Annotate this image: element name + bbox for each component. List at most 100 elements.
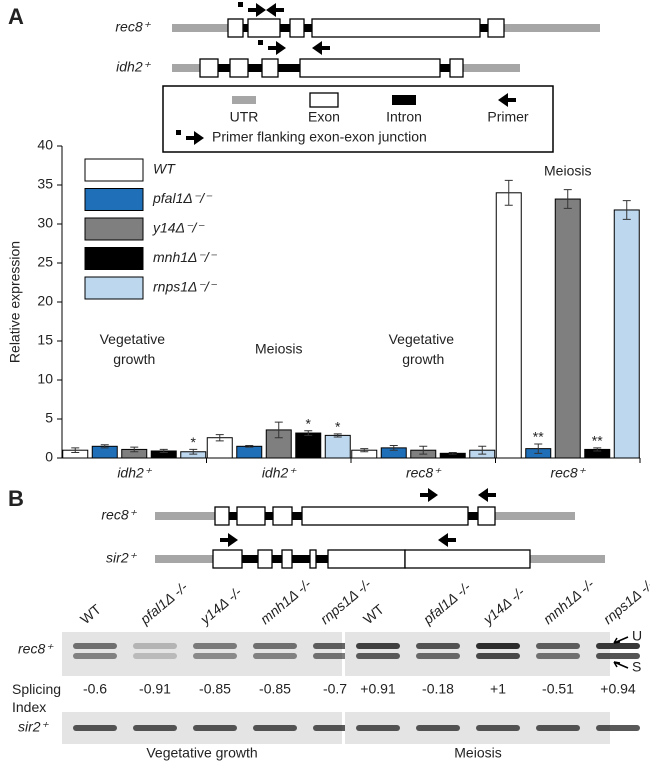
annotation: Vegetative growth	[100, 331, 169, 367]
error-bar	[360, 448, 369, 453]
legend-label: rnps1Δ⁻/⁻	[153, 279, 218, 295]
significance: **	[592, 433, 603, 449]
intron	[392, 95, 416, 105]
legend-swatch	[84, 217, 144, 241]
error-bar	[419, 445, 428, 455]
band-label: S	[632, 659, 641, 675]
intron	[265, 512, 273, 520]
exon	[229, 58, 249, 78]
exon	[309, 549, 317, 569]
primer	[438, 533, 456, 547]
gene-label: sir2⁺	[106, 550, 138, 566]
band-arrow	[613, 636, 629, 644]
intron	[243, 24, 248, 32]
intron	[280, 24, 290, 32]
annotation: Meiosis	[544, 163, 591, 179]
y-tick-label: 30	[37, 215, 53, 231]
error-bar	[622, 200, 631, 220]
exon	[272, 506, 293, 526]
y-tick-label: 0	[45, 449, 53, 465]
intron	[480, 24, 488, 32]
lane-label: y14Δ -/-	[479, 583, 528, 627]
error-bar	[304, 430, 313, 436]
legend-label: WT	[153, 161, 176, 177]
significance: *	[306, 415, 312, 431]
gel-band	[193, 653, 237, 659]
error-bar	[448, 452, 457, 455]
gel-band	[73, 725, 117, 731]
gel-band	[73, 643, 117, 649]
exon	[301, 506, 469, 526]
lane-label: WT	[77, 601, 104, 628]
error-bar	[100, 444, 109, 449]
error-bar	[333, 433, 342, 438]
lane-label: WT	[360, 601, 387, 628]
lane-label: pfal1Δ -/-	[419, 578, 473, 627]
gene-label: rec8⁺	[101, 507, 137, 523]
condition-label: Vegetative growth	[146, 745, 257, 761]
error-bar	[130, 446, 139, 453]
gel-band	[476, 653, 520, 659]
legend-swatch	[84, 188, 144, 211]
gel-band	[416, 725, 460, 731]
legend-label: y14Δ⁻/⁻	[152, 220, 205, 236]
splicing-index: -0.6	[83, 681, 107, 697]
gel-band	[416, 643, 460, 649]
x-tick-label: rec8⁺	[406, 465, 442, 481]
gel-band	[356, 643, 400, 649]
y-tick-label: 25	[37, 254, 53, 270]
gel-band	[193, 643, 237, 649]
intron	[229, 512, 237, 520]
legend-label: UTR	[230, 109, 259, 125]
gel-band	[253, 653, 297, 659]
exon	[327, 549, 406, 569]
intron	[218, 64, 230, 72]
gel-band	[133, 653, 177, 659]
intron	[316, 555, 328, 563]
splicing-index: -0.51	[542, 681, 574, 697]
annotation: Meiosis	[255, 341, 302, 357]
text-line: Index	[12, 699, 46, 715]
condition-label: Meiosis	[454, 745, 501, 761]
primer-square	[176, 130, 181, 135]
intron	[468, 512, 478, 520]
exon	[487, 18, 505, 38]
error-bar	[71, 447, 80, 454]
exon	[199, 58, 219, 78]
gel-band	[133, 725, 177, 731]
significance: *	[191, 434, 197, 450]
gel-band	[536, 643, 580, 649]
primer	[268, 41, 286, 55]
x-tick-label: idh2⁺	[262, 465, 297, 481]
error-bar	[245, 445, 254, 448]
y-tick-label: 10	[37, 371, 53, 387]
bar	[236, 445, 263, 459]
gene-label: idh2⁺	[116, 59, 151, 75]
exon	[236, 506, 266, 526]
primer	[220, 533, 238, 547]
intron	[304, 24, 312, 32]
panel-label: A	[8, 4, 24, 29]
lane-label: mnh1Δ -/-	[257, 575, 314, 627]
error-bar	[159, 448, 168, 454]
error-bar	[189, 448, 198, 455]
splicing-index: -0.85	[259, 681, 291, 697]
intron	[278, 64, 300, 72]
exon	[311, 18, 481, 38]
intron	[248, 64, 262, 72]
exon	[299, 58, 441, 78]
text-line: Splicing	[12, 681, 65, 697]
splicing-index: -0.7	[323, 681, 347, 697]
exon	[289, 18, 305, 38]
lane-label: mnh1Δ -/-	[540, 575, 597, 627]
splicing-index-label: Splicing Index	[12, 681, 65, 715]
error-bar	[504, 179, 513, 206]
gel-band	[253, 643, 297, 649]
y-tick-label: 40	[37, 137, 53, 153]
primer	[420, 488, 438, 502]
bar	[613, 209, 640, 459]
splicing-index: +0.94	[600, 681, 636, 697]
error-bar	[215, 434, 224, 442]
primer	[266, 3, 284, 17]
